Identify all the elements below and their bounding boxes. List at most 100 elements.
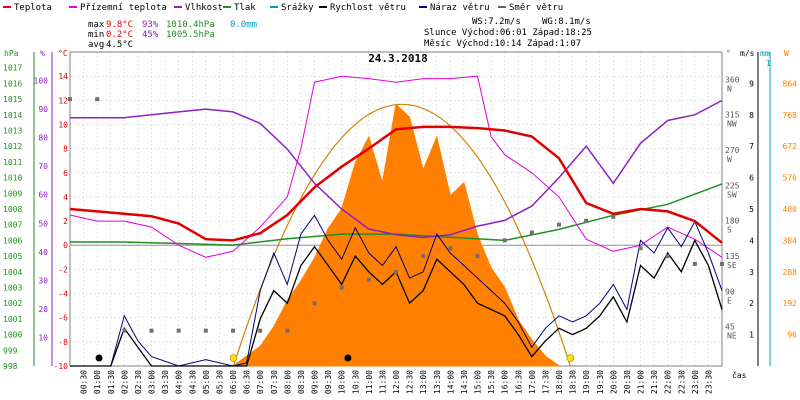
- humidity-tick: 60: [38, 191, 48, 200]
- direction-point: [68, 97, 72, 102]
- pressure-tick: 1015: [3, 95, 22, 104]
- x-tick: 11:00: [365, 370, 374, 394]
- pressure-tick: 998: [3, 362, 18, 371]
- humidity-tick: 40: [38, 248, 48, 257]
- x-tick: 07:00: [256, 370, 265, 394]
- solar-axis-label: W: [784, 49, 789, 58]
- solar-tick: 192: [783, 299, 798, 308]
- x-tick: 08:00: [283, 370, 292, 394]
- direction-point: [258, 328, 263, 333]
- direction-point: [176, 328, 181, 333]
- x-tick: 01:00: [93, 370, 102, 394]
- legend-label: Rychlost větru: [330, 3, 406, 13]
- temperature-tick: 6: [63, 169, 68, 178]
- avg-label: avg: [88, 40, 104, 50]
- pressure-tick: 1017: [3, 64, 22, 73]
- moonrise-marker: [344, 354, 352, 362]
- x-tick: 19:30: [596, 370, 605, 394]
- wind-speed-line: [70, 238, 723, 367]
- humidity-tick: 90: [38, 105, 48, 114]
- x-tick: 15:30: [487, 370, 496, 394]
- sunset-marker: [566, 354, 575, 362]
- temperature-tick: -6: [58, 314, 68, 323]
- stats-block: max min avg 9.8°C 0.2°C 4.5°C 93% 45% 10…: [88, 20, 257, 50]
- direction-tick-label: SE: [727, 261, 737, 270]
- pressure-tick: 1007: [3, 221, 22, 230]
- direction-point: [203, 328, 208, 333]
- direction-point: [584, 218, 589, 223]
- direction-point: [692, 261, 697, 266]
- x-tick: 15:00: [474, 370, 483, 394]
- x-tick: 02:30: [134, 370, 143, 394]
- legend-label: Směr větru: [509, 3, 563, 13]
- wind-axis-label: m/s: [740, 49, 755, 58]
- direction-point: [665, 254, 670, 259]
- pressure-tick: 1003: [3, 284, 22, 293]
- direction-point: [475, 254, 480, 259]
- x-tick: 02:00: [120, 370, 129, 394]
- x-tick: 13:30: [433, 370, 442, 394]
- legend-label: Srážky: [281, 3, 314, 13]
- pressure-tick: 1010: [3, 174, 22, 183]
- moon-info: Měsíc Východ:10:14 Západ:1:07: [424, 39, 581, 49]
- x-tick: 23:00: [691, 370, 700, 394]
- solar-tick: 864: [783, 79, 798, 88]
- wind-tick: 6: [749, 174, 754, 183]
- temperature-tick: -8: [58, 338, 68, 347]
- x-tick: 18:00: [555, 370, 564, 394]
- pressure-tick: 1009: [3, 189, 22, 198]
- direction-tick: 315: [725, 111, 740, 120]
- direction-axis-label: °: [726, 49, 731, 58]
- pressure-tick: 999: [3, 346, 18, 355]
- humidity-tick: 10: [38, 333, 48, 342]
- x-tick: 14:30: [460, 370, 469, 394]
- humidity-tick: 100: [34, 77, 49, 86]
- pressure-tick: 1005: [3, 252, 22, 261]
- direction-point: [502, 238, 507, 243]
- x-tick: 11:30: [378, 370, 387, 394]
- pressure-tick: 1001: [3, 315, 22, 324]
- wind-tick: 4: [749, 236, 754, 245]
- x-tick: 06:00: [229, 370, 238, 394]
- x-tick: 18:30: [569, 370, 578, 394]
- direction-point: [448, 246, 453, 251]
- temperature-tick: 2: [63, 217, 68, 226]
- x-tick: 22:30: [677, 370, 686, 394]
- x-tick: 10:00: [338, 370, 347, 394]
- direction-point: [231, 328, 235, 333]
- direction-tick: 180: [725, 217, 740, 226]
- x-tick: 07:30: [270, 370, 279, 394]
- solar-tick: 768: [783, 111, 798, 120]
- humidity-tick: 50: [38, 219, 48, 228]
- x-tick: 16:30: [514, 370, 523, 394]
- x-tick: 05:30: [215, 370, 224, 394]
- solar-tick: 672: [783, 142, 798, 151]
- direction-tick: 225: [725, 181, 740, 190]
- x-tick: 20:30: [623, 370, 632, 394]
- temperature-tick: 8: [63, 145, 68, 154]
- x-tick: 17:00: [528, 370, 537, 394]
- wind-gust-info: WG:8.1m/s: [542, 17, 591, 27]
- moonset-marker: [95, 354, 103, 362]
- pressure-tick: 1014: [3, 111, 22, 120]
- x-tick: 17:30: [541, 370, 550, 394]
- pressure-tick: 1013: [3, 127, 22, 136]
- direction-point: [638, 246, 643, 251]
- temperature-tick: 12: [58, 96, 68, 105]
- wind-tick: 7: [749, 142, 754, 151]
- temperature-tick: 10: [58, 120, 68, 129]
- direction-point: [421, 254, 426, 259]
- x-tick: 09:30: [324, 370, 333, 394]
- min-pressure: 1005.5hPa: [166, 30, 215, 40]
- sun-info: Slunce Východ:06:01 Západ:18:25: [424, 28, 592, 38]
- x-tick: 23:30: [704, 370, 713, 394]
- temperature-tick: 0: [63, 241, 68, 250]
- max-pressure: 1010.4hPa: [166, 20, 215, 30]
- direction-tick-label: S: [727, 226, 732, 235]
- temperature-tick: 4: [63, 193, 68, 202]
- direction-tick: 135: [725, 252, 740, 261]
- x-tick: 03:00: [148, 370, 157, 394]
- solar-tick: 480: [783, 205, 798, 214]
- pressure-tick: 1004: [3, 268, 22, 277]
- temperature-tick: 14: [58, 72, 68, 81]
